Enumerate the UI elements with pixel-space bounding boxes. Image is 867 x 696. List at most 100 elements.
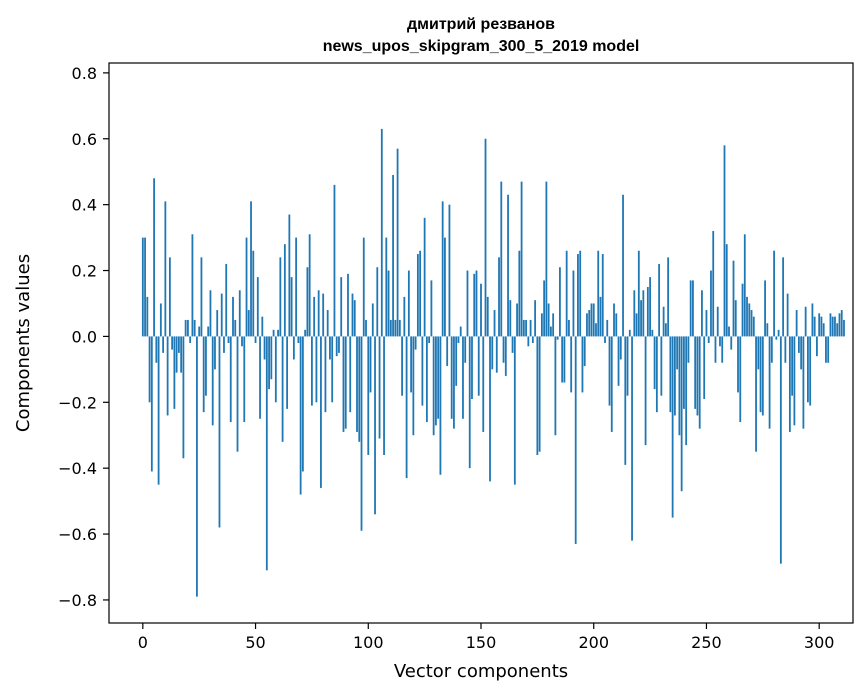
bar-167 <box>518 250 521 337</box>
bar-178 <box>543 280 546 337</box>
chart-title-line1: дмитрий резванов <box>407 16 555 33</box>
bar-235 <box>671 336 674 518</box>
bar-211 <box>617 336 620 386</box>
bar-84 <box>331 336 334 403</box>
bar-9 <box>162 336 165 353</box>
bar-186 <box>561 336 564 383</box>
bar-70 <box>299 336 302 495</box>
x-tick-label: 100 <box>353 633 384 652</box>
bar-177 <box>540 313 543 337</box>
bar-115 <box>401 336 403 396</box>
bar-108 <box>385 237 388 337</box>
bar-163 <box>509 300 512 337</box>
bar-290 <box>795 310 798 337</box>
bar-191 <box>572 270 575 337</box>
bar-171 <box>527 336 530 347</box>
bar-264 <box>737 336 739 393</box>
bar-181 <box>549 326 552 337</box>
y-tick-label: 0.6 <box>72 130 97 149</box>
bar-30 <box>209 290 212 337</box>
bar-23 <box>193 319 196 337</box>
bar-91 <box>347 273 349 337</box>
bar-11 <box>166 336 169 416</box>
bar-146 <box>471 336 473 399</box>
bar-154 <box>489 336 491 482</box>
bar-57 <box>270 336 273 380</box>
bar-166 <box>516 303 518 337</box>
bar-49 <box>252 250 255 337</box>
bar-120 <box>412 336 415 436</box>
bar-100 <box>367 336 370 455</box>
bar-301 <box>820 316 823 337</box>
bar-52 <box>259 336 261 419</box>
bar-132 <box>439 336 442 475</box>
bar-298 <box>813 316 816 337</box>
x-tick-label: 200 <box>578 633 609 652</box>
bar-35 <box>220 293 223 337</box>
bar-55 <box>265 336 268 571</box>
bar-54 <box>263 336 266 360</box>
bar-5 <box>153 178 155 337</box>
bar-267 <box>743 234 746 337</box>
bar-134 <box>444 237 446 337</box>
bar-71 <box>301 336 304 472</box>
axis-ticks: 0 50 100 150 200 250 300 0.8 0.6 0.4 0.2 0.0 −0.2 −0.… <box>58 64 834 652</box>
bar-65 <box>288 214 291 337</box>
bar-289 <box>793 336 796 426</box>
bar-212 <box>619 336 622 360</box>
bar-32 <box>214 336 216 370</box>
bar-169 <box>522 319 525 337</box>
bar-81 <box>324 336 327 413</box>
bar-73 <box>306 267 309 337</box>
bar-12 <box>168 257 171 337</box>
bar-24 <box>196 336 198 597</box>
bar-196 <box>583 336 586 367</box>
bar-279 <box>770 336 773 363</box>
bar-153 <box>486 296 489 337</box>
bar-242 <box>687 336 690 363</box>
bar-16 <box>177 336 180 353</box>
bar-62 <box>281 336 284 442</box>
bar-199 <box>590 303 593 337</box>
bar-77 <box>315 336 318 403</box>
bar-36 <box>223 336 225 353</box>
bar-202 <box>597 250 600 337</box>
bar-110 <box>389 319 392 337</box>
chart-title-line2: news_upos_skipgram_300_5_2019 model <box>323 38 640 55</box>
bar-248 <box>701 290 703 337</box>
x-tick-label: 0 <box>138 633 148 652</box>
bar-288 <box>791 336 794 396</box>
bar-83 <box>329 336 331 360</box>
bar-143 <box>464 336 467 363</box>
bar-303 <box>825 336 827 363</box>
bar-116 <box>403 296 406 337</box>
bar-245 <box>694 336 697 409</box>
bar-276 <box>764 280 766 337</box>
bar-307 <box>834 316 836 337</box>
bar-25 <box>198 326 201 337</box>
bar-150 <box>480 283 482 337</box>
bar-287 <box>788 336 791 432</box>
bar-59 <box>274 336 277 403</box>
bar-17 <box>180 336 183 373</box>
bar-291 <box>797 336 800 353</box>
bar-64 <box>286 336 289 409</box>
bar-89 <box>342 336 345 432</box>
bar-117 <box>405 336 408 479</box>
y-axis-label: Components values <box>13 254 34 432</box>
bar-97 <box>360 336 363 531</box>
bar-155 <box>491 336 494 370</box>
bar-29 <box>207 326 210 337</box>
bar-151 <box>482 336 485 432</box>
x-tick-label: 300 <box>804 633 835 652</box>
bar-123 <box>419 250 422 337</box>
bar-67 <box>292 336 295 360</box>
bar-168 <box>520 181 523 337</box>
y-tick-label: −0.8 <box>58 591 97 610</box>
bar-28 <box>205 336 207 396</box>
bar-234 <box>669 336 672 413</box>
bar-44 <box>241 336 243 347</box>
bar-149 <box>477 336 480 396</box>
bar-8 <box>159 303 162 337</box>
bar-201 <box>595 323 597 337</box>
